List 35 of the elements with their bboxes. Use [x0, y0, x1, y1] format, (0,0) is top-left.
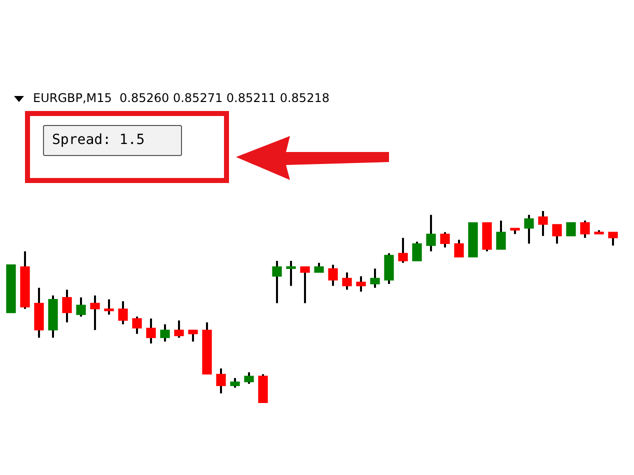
candlestick	[132, 316, 142, 335]
candlestick	[90, 294, 100, 332]
candlestick	[412, 240, 422, 262]
candlestick	[524, 214, 534, 245]
candlestick	[216, 367, 226, 394]
candlestick	[356, 275, 366, 293]
candlestick	[160, 323, 170, 343]
candlestick	[76, 296, 86, 318]
candlestick	[552, 223, 562, 245]
candlestick	[230, 377, 240, 389]
candlestick	[104, 298, 114, 316]
candlestick	[174, 319, 184, 339]
candlestick	[146, 318, 156, 344]
candlestick	[426, 214, 436, 252]
candlestick	[454, 238, 464, 258]
candlestick	[398, 236, 408, 264]
candlestick	[188, 329, 198, 343]
candlestick	[608, 231, 618, 247]
candlestick	[272, 260, 282, 304]
candlestick	[314, 262, 324, 274]
candlestick	[496, 220, 506, 250]
candlestick	[118, 300, 128, 326]
candlestick	[300, 266, 310, 304]
candlestick	[244, 371, 254, 385]
chart-title: EURGBP,M15 0.85260 0.85271 0.85211 0.85218	[33, 91, 330, 105]
candlestick	[538, 210, 548, 237]
candlestick	[566, 222, 576, 236]
candlestick	[62, 288, 72, 324]
candlestick	[440, 231, 450, 248]
candlestick	[370, 268, 380, 289]
candlestick	[580, 220, 590, 239]
text: Spread: 1.5	[43, 125, 182, 156]
candlestick	[342, 271, 352, 291]
candlestick	[328, 264, 338, 287]
candlestick	[286, 260, 296, 287]
